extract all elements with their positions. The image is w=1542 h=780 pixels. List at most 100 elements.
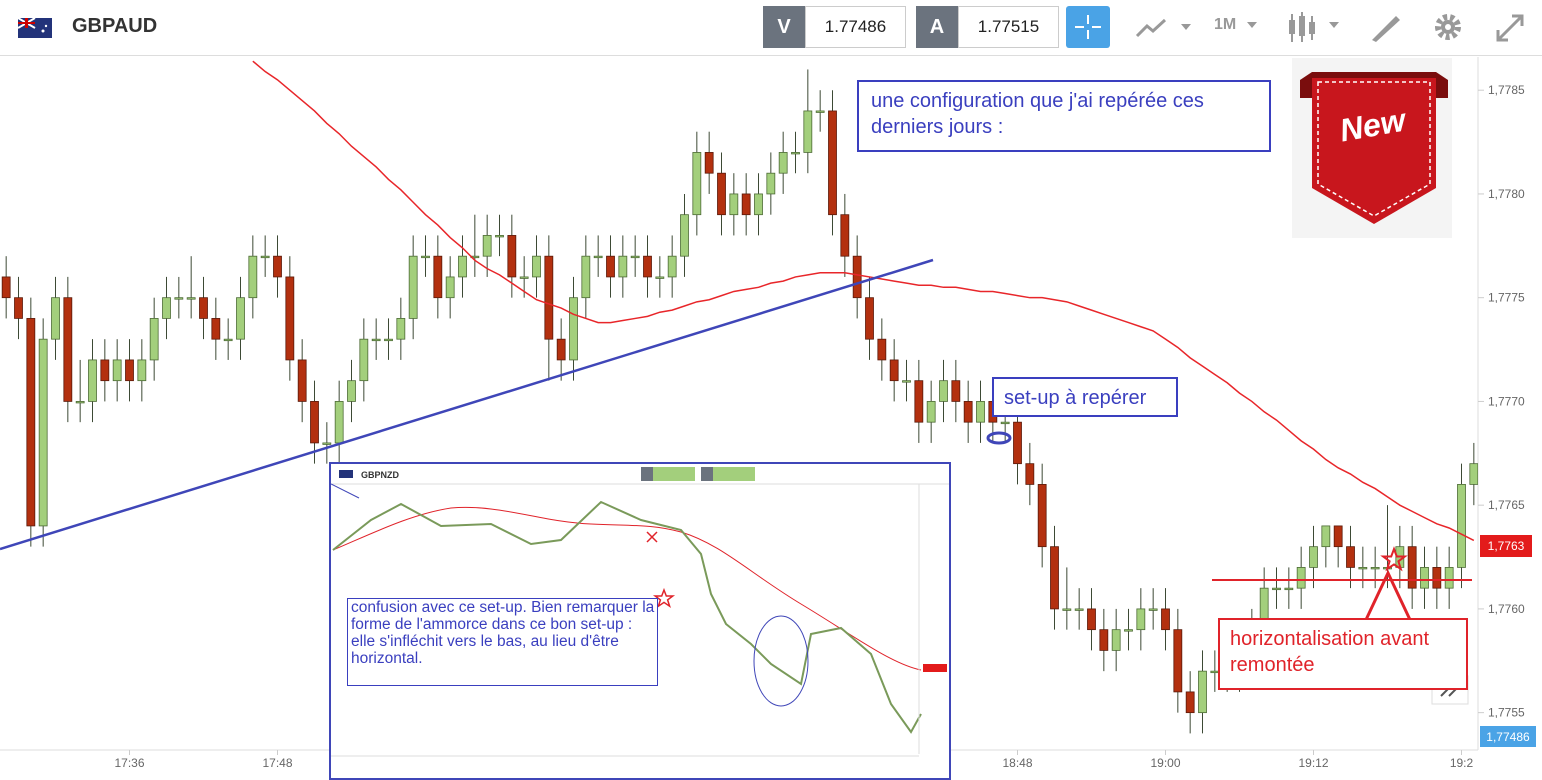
candle-body [384,338,393,342]
candle-body [223,338,233,342]
flag-icon [18,18,52,38]
candle-body [433,255,443,299]
candle-body [445,276,455,299]
candle-body [75,401,85,404]
bid-label: V [763,6,805,48]
y-tick-label: 1,7785 [1488,83,1525,97]
y-tick-label: 1,7780 [1488,187,1525,201]
chart-type-button[interactable] [1135,14,1195,42]
candle-body [285,276,295,361]
last-price-tag [1480,726,1536,747]
crosshair-button[interactable] [1066,6,1110,48]
trend-line [0,258,934,551]
candle-body [1,276,11,299]
candle-body [1000,421,1010,425]
candle-body [593,255,603,259]
candle-body [581,255,591,299]
candle-body [1013,421,1022,465]
candle-body [1124,629,1133,632]
candle-body [667,255,677,278]
candle-body [680,214,689,257]
new-badge: New [1292,58,1452,238]
candle-body [1346,546,1355,568]
ma-price-tag [1480,535,1532,557]
candle-body [606,255,615,278]
candle-body [692,152,702,216]
candle-body [1284,587,1294,591]
candle-body [1321,525,1331,548]
candle-body [630,255,640,259]
candle-body [754,193,763,216]
candle-body [1136,608,1146,631]
draw-button[interactable] [1368,12,1402,44]
candle-body [1358,567,1368,570]
candle-body [1173,629,1183,693]
candle-body [556,338,566,361]
candle-body [902,380,911,383]
candle-body [729,193,739,216]
candle-body [334,401,344,444]
candle-body [618,255,628,278]
dropdown-arrow [1247,22,1257,28]
candle-body [741,193,751,216]
y-tick-label: 1,7755 [1488,706,1525,720]
candle-body [507,235,517,278]
moving-average-line [252,60,1475,542]
candle-body [112,359,122,382]
candle-body [310,401,319,444]
candle-body [236,297,245,340]
timeframe[interactable]: 1M [1214,16,1237,33]
fullscreen-button[interactable] [1494,12,1526,44]
candle-body [1087,608,1096,631]
candle-body [791,152,800,155]
candle-body [840,214,850,257]
inset-note: confusion avec ce set-up. Bien remarquer… [347,598,658,686]
inset-price-line [332,500,922,734]
settings-button[interactable] [1433,12,1463,42]
candle-button[interactable] [1285,12,1345,44]
candle-body [532,255,541,278]
x-tick-label: 17:36 [114,756,144,770]
candle-body [803,110,813,153]
candle-body [88,359,97,402]
candle-body [1333,525,1343,548]
candle-body [519,276,529,279]
candle-body [828,110,837,216]
candle-body [976,401,985,423]
ask-price[interactable]: 1.77515 [958,6,1059,48]
candle-body [1432,567,1442,589]
candle-body [38,338,48,527]
candle-body [1099,629,1109,651]
candle-body [926,401,936,423]
candle-body [778,152,788,174]
x-tick-label: 19:00 [1150,756,1180,770]
candle-body [1161,608,1170,631]
candle-body [569,297,578,361]
candle-body [1025,463,1035,485]
annotation-top: une configuration que j'ai repérée ces d… [857,80,1271,152]
candle-body [63,297,73,402]
candle-body [211,318,221,340]
candle-body [458,255,467,278]
candle-body [14,297,23,319]
inset-ma-line [332,506,922,671]
candle-body [482,235,492,257]
candle-body [815,110,825,113]
candle-body [717,172,726,216]
candle-body [137,359,147,382]
candle-body [125,359,134,382]
candle-body [149,318,159,361]
candle-body [544,255,554,340]
candle-body [963,401,973,423]
candle-body [297,359,307,402]
bid-price[interactable]: 1.77486 [805,6,906,48]
candle-body [1037,484,1047,548]
symbol: GBPAUD [72,15,158,37]
setup-marker [986,431,1012,445]
inset-chart: GBPNZD [331,464,949,757]
candle-body [174,297,184,300]
ask-label: A [916,6,958,48]
candle-body [1444,567,1454,589]
candle-body [1309,546,1318,568]
candle-body [347,380,356,402]
